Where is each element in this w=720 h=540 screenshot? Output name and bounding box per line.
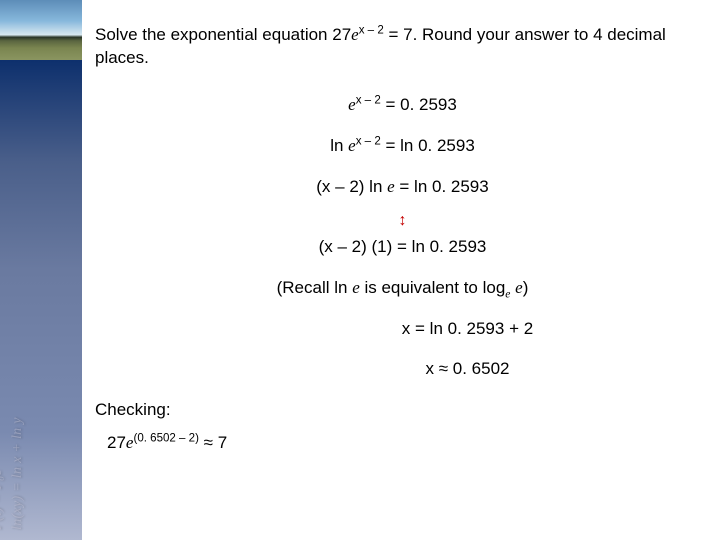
approx-symbol: ≈ (439, 359, 448, 378)
e-italic: e (352, 278, 360, 297)
checking-expression: 27e(0. 6502 – 2) ≈ 7 (107, 432, 710, 455)
formula-log: ln(xy) = ln x + ln y (10, 417, 26, 530)
double-arrow-icon: ↕ (399, 215, 407, 226)
step-3: (x – 2) ln e = ln 0. 2593 (95, 176, 710, 199)
step2-exp: x – 2 (356, 135, 381, 147)
check-exp: (0. 6502 – 2) (133, 433, 198, 445)
problem-prefix: Solve the exponential equation 27 (95, 25, 351, 44)
step-2: ln ex – 2 = ln 0. 2593 (95, 135, 710, 158)
e-italic: e (515, 278, 523, 297)
e-italic: e (387, 177, 395, 196)
e-italic: e (351, 25, 359, 44)
e-italic: e (348, 136, 356, 155)
e-italic: e (348, 95, 356, 114)
recall-note: (Recall ln e is equivalent to loge e) (95, 277, 710, 300)
formula-exp: P(t) = P₀eᵏᵗ (0, 462, 6, 530)
step-6: x ≈ 0. 6502 (95, 358, 710, 381)
check-approx: ≈ 7 (199, 433, 227, 452)
sidebar-photo (0, 0, 82, 60)
sidebar: y = mx + b P(t) = P₀eᵏᵗ ln(xy) = ln x + … (0, 0, 82, 540)
content-area: Solve the exponential equation 27 ex – 2 … (95, 24, 710, 467)
step3-rhs: = ln 0. 2593 (395, 177, 489, 196)
step1-exp: x – 2 (356, 94, 381, 106)
step4-txt: (x – 2) (1) = ln 0. 2593 (319, 237, 487, 256)
step5-txt: x = ln 0. 2593 + 2 (402, 319, 533, 338)
arrow-indicator: ↕ (95, 209, 710, 232)
problem-statement: Solve the exponential equation 27ex – 2 … (95, 24, 710, 70)
step2-pre: ln (330, 136, 348, 155)
recall-b: is equivalent to log (360, 278, 506, 297)
recall-d: ) (523, 278, 529, 297)
step-5: x = ln 0. 2593 + 2 (95, 318, 710, 341)
recall-a: (Recall ln (277, 278, 353, 297)
problem-exponent: x – 2 (359, 24, 384, 36)
step-4: (x – 2) (1) = ln 0. 2593 (95, 236, 710, 259)
step-1: ex – 2 = 0. 2593 (95, 94, 710, 117)
step6-pre: x (425, 359, 438, 378)
step1-rhs: = 0. 2593 (381, 95, 457, 114)
step2-rhs: = ln 0. 2593 (381, 136, 475, 155)
step6-post: 0. 6502 (448, 359, 509, 378)
checking-label: Checking: (95, 399, 710, 422)
check-pre: 27 (107, 433, 126, 452)
step3-txt: (x – 2) ln (316, 177, 387, 196)
